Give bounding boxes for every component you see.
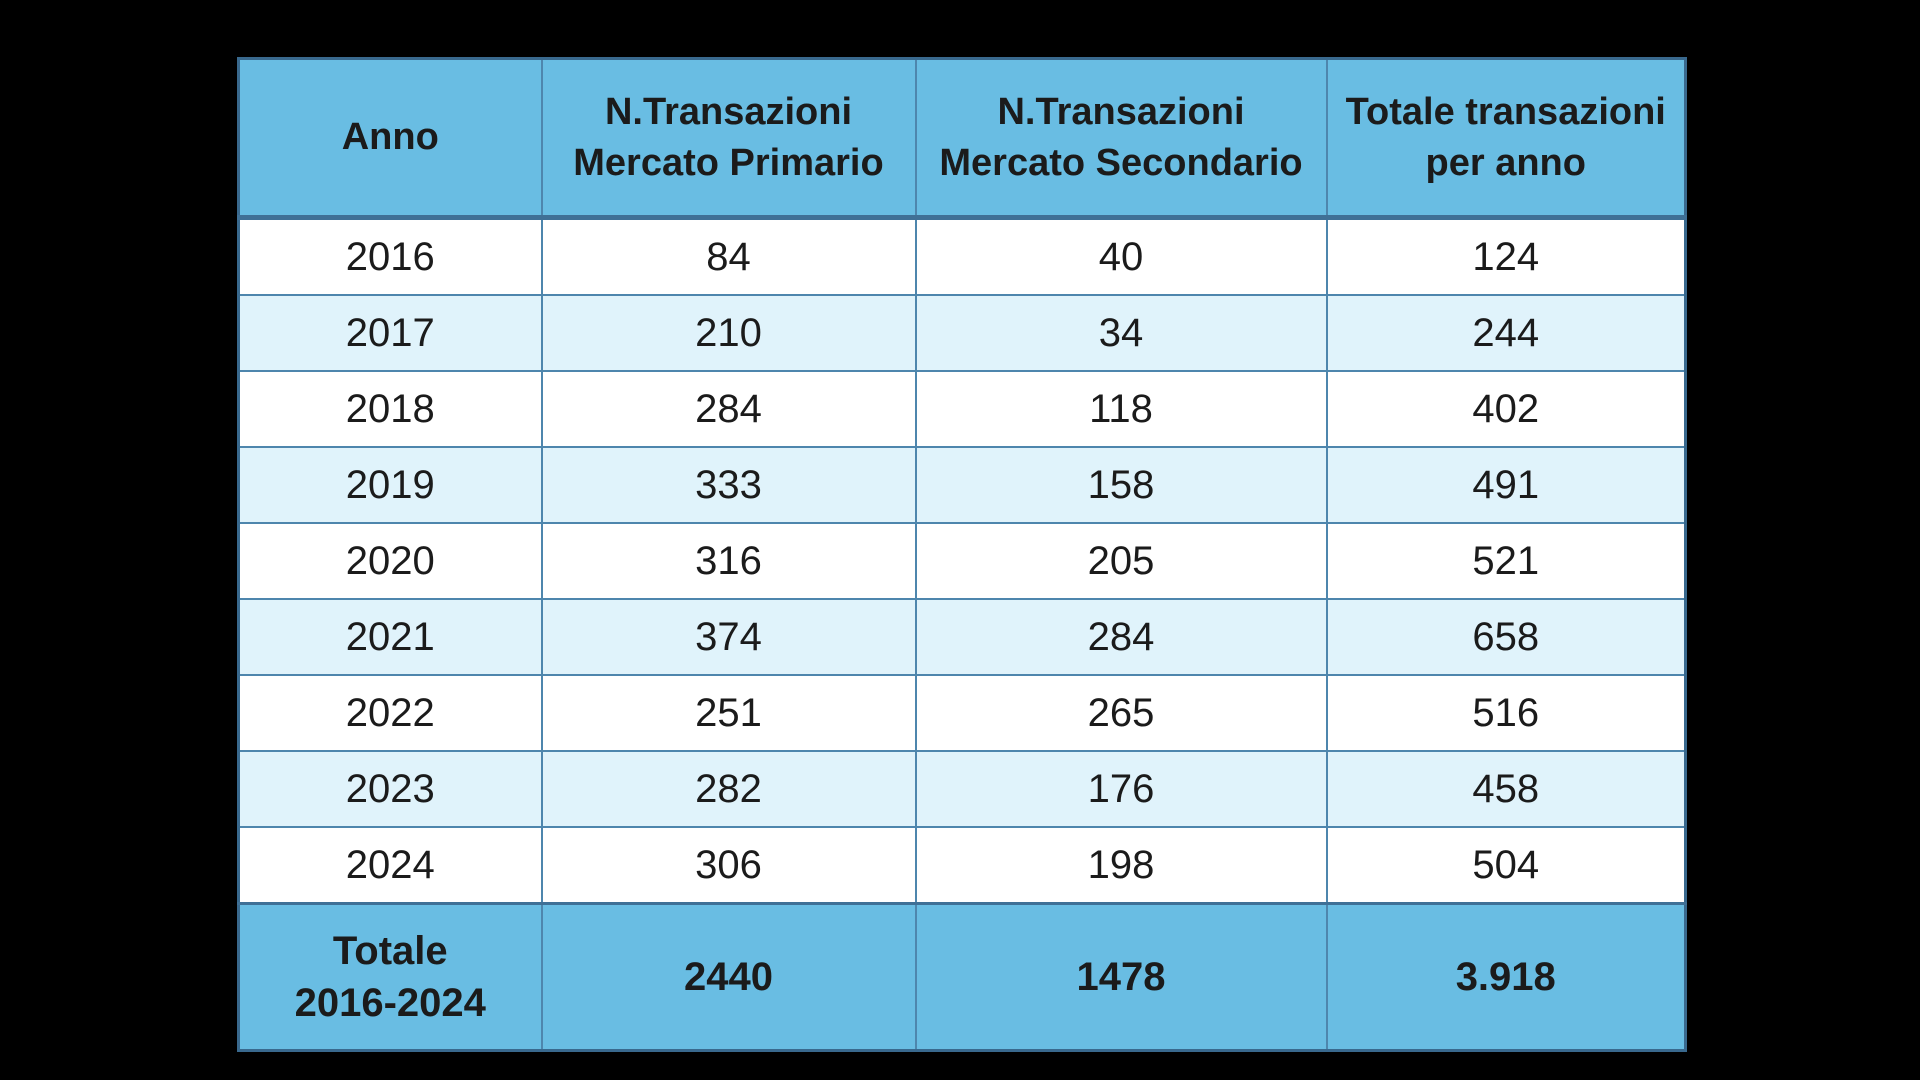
table-row-2018: 2018 284 118 402: [237, 370, 1687, 448]
cell-totale: 402: [1325, 370, 1687, 448]
cell-anno: 2023: [237, 750, 543, 828]
cell-secondario: 158: [914, 446, 1328, 524]
cell-totale: 491: [1325, 446, 1687, 524]
cell-secondario: 205: [914, 522, 1328, 600]
totals-label-line1: Totale: [332, 929, 448, 973]
header-anno: Anno: [237, 57, 543, 220]
cell-totale: 124: [1325, 216, 1687, 296]
cell-primario: 284: [540, 370, 917, 448]
table-row-2017: 2017 210 34 244: [237, 294, 1687, 372]
cell-anno: 2020: [237, 522, 543, 600]
cell-secondario: 284: [914, 598, 1328, 676]
header-primario-line2: Mercato Primario: [573, 141, 884, 184]
table-row-2023: 2023 282 176 458: [237, 750, 1687, 828]
table-row-2021: 2021 374 284 658: [237, 598, 1687, 676]
table-row-2019: 2019 333 158 491: [237, 446, 1687, 524]
cell-totale: 244: [1325, 294, 1687, 372]
cell-anno: 2018: [237, 370, 543, 448]
cell-primario: 84: [540, 216, 917, 296]
totals-secondario: 1478: [914, 902, 1328, 1052]
cell-secondario: 198: [914, 826, 1328, 905]
cell-totale: 504: [1325, 826, 1687, 905]
cell-anno: 2021: [237, 598, 543, 676]
cell-primario: 374: [540, 598, 917, 676]
cell-secondario: 118: [914, 370, 1328, 448]
header-primario-line1: N.Transazioni: [604, 91, 853, 134]
cell-primario: 306: [540, 826, 917, 905]
cell-anno: 2019: [237, 446, 543, 524]
transactions-table: Anno N.Transazioni Mercato Primario N.Tr…: [237, 57, 1687, 1052]
cell-anno: 2024: [237, 826, 543, 905]
cell-primario: 333: [540, 446, 917, 524]
table-row-2024: 2024 306 198 504: [237, 826, 1687, 905]
cell-primario: 251: [540, 674, 917, 752]
header-secondario-line2: Mercato Secondario: [939, 141, 1303, 184]
cell-anno: 2017: [237, 294, 543, 372]
totals-label: Totale 2016-2024: [237, 902, 543, 1052]
cell-anno: 2016: [237, 216, 543, 296]
totals-label-line2: 2016-2024: [294, 981, 486, 1025]
cell-secondario: 34: [914, 294, 1328, 372]
totals-row: Totale 2016-2024 2440 1478 3.918: [237, 902, 1687, 1052]
header-mercato-secondario: N.Transazioni Mercato Secondario: [914, 57, 1328, 220]
header-secondario-line1: N.Transazioni: [997, 91, 1245, 134]
cell-secondario: 40: [914, 216, 1328, 296]
table-row-2016: 2016 84 40 124: [237, 216, 1687, 296]
header-anno-label: Anno: [341, 116, 439, 159]
header-totale-per-anno: Totale transazioni per anno: [1325, 57, 1687, 220]
header-totale-line1: Totale transazioni: [1345, 91, 1666, 134]
totals-primario: 2440: [540, 902, 917, 1052]
cell-anno: 2022: [237, 674, 543, 752]
cell-primario: 210: [540, 294, 917, 372]
header-mercato-primario: N.Transazioni Mercato Primario: [540, 57, 917, 220]
table-row-2020: 2020 316 205 521: [237, 522, 1687, 600]
totals-totale: 3.918: [1325, 902, 1687, 1052]
cell-primario: 282: [540, 750, 917, 828]
header-row: Anno N.Transazioni Mercato Primario N.Tr…: [237, 57, 1687, 220]
cell-totale: 658: [1325, 598, 1687, 676]
cell-secondario: 176: [914, 750, 1328, 828]
cell-totale: 516: [1325, 674, 1687, 752]
cell-totale: 458: [1325, 750, 1687, 828]
cell-secondario: 265: [914, 674, 1328, 752]
cell-primario: 316: [540, 522, 917, 600]
cell-totale: 521: [1325, 522, 1687, 600]
header-totale-line2: per anno: [1425, 141, 1586, 184]
table-row-2022: 2022 251 265 516: [237, 674, 1687, 752]
